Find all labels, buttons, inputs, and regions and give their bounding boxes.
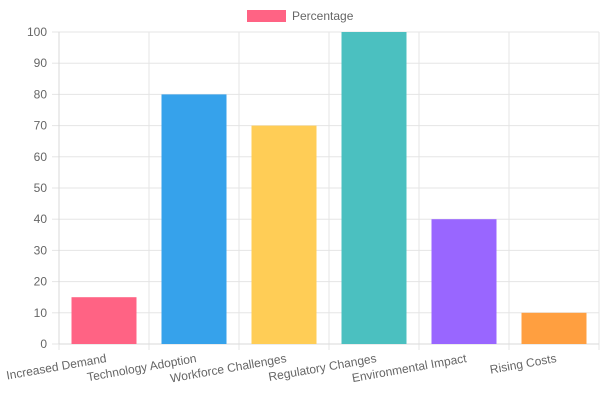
y-tick-label: 40 (34, 212, 48, 226)
y-tick-label: 90 (34, 56, 48, 70)
legend-swatch[interactable] (247, 10, 286, 22)
bar[interactable] (161, 94, 227, 345)
bar[interactable] (251, 125, 317, 344)
y-tick-label: 80 (34, 87, 48, 101)
bars (71, 32, 587, 345)
legend[interactable]: Percentage (247, 9, 354, 23)
y-tick-label: 70 (34, 119, 48, 133)
bar[interactable] (431, 219, 497, 344)
y-tick-label: 100 (27, 25, 47, 39)
y-tick-label: 50 (34, 181, 48, 195)
bar[interactable] (71, 297, 137, 344)
y-tick-label: 30 (34, 243, 48, 257)
legend-label[interactable]: Percentage (292, 9, 354, 23)
y-tick-label: 0 (40, 337, 47, 351)
y-tick-label: 60 (34, 150, 48, 164)
grid-lines (58, 31, 600, 350)
bar[interactable] (341, 32, 407, 344)
axes (52, 31, 599, 345)
bar[interactable] (521, 312, 587, 344)
x-tick-label: Rising Costs (489, 351, 558, 376)
y-tick-label: 20 (34, 275, 48, 289)
y-tick-label: 10 (34, 306, 48, 320)
